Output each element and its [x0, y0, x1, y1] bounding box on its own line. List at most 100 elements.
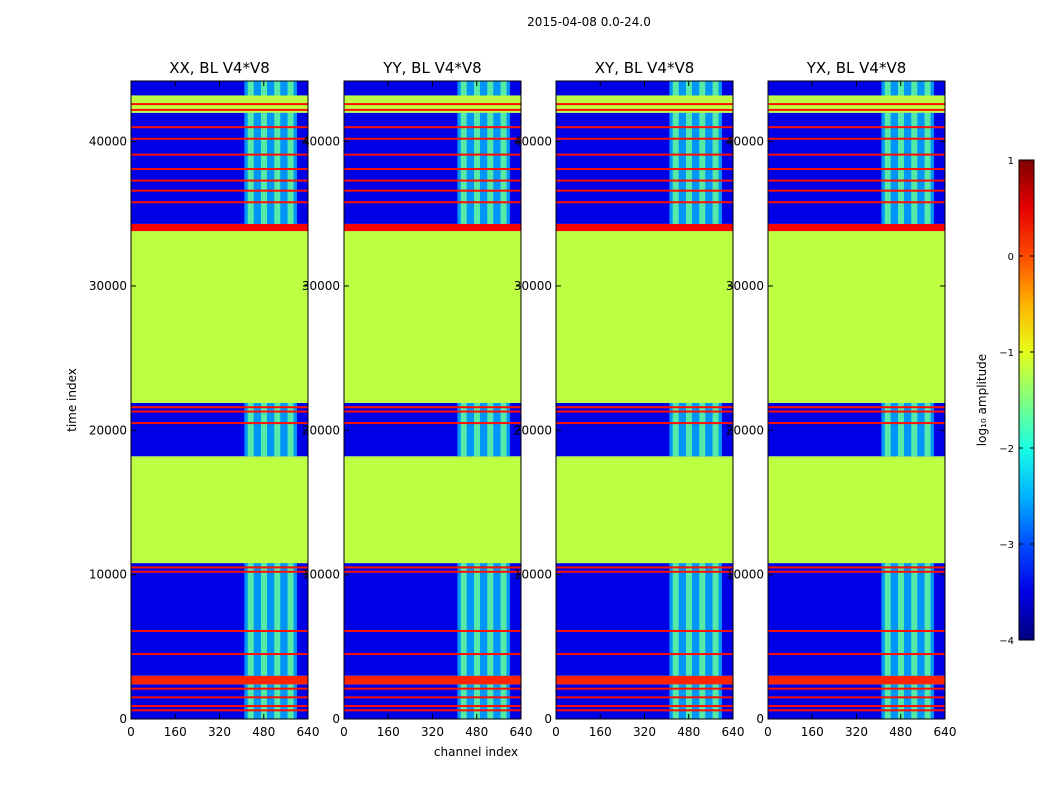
rfi-band — [669, 81, 722, 96]
rfi-stripe — [274, 81, 281, 96]
rfi-band — [881, 81, 934, 96]
flag-line — [344, 189, 521, 192]
flag-line — [768, 406, 945, 409]
panel-title: XY, BL V4*V8 — [595, 59, 695, 77]
flag-line — [768, 153, 945, 156]
flag-line — [768, 201, 945, 204]
rfi-stripe — [460, 402, 467, 457]
flag-line — [556, 696, 733, 699]
flag-line — [556, 566, 733, 569]
rfi-stripe — [247, 81, 254, 96]
flag-line — [131, 705, 308, 708]
panel-title: YY, BL V4*V8 — [382, 59, 481, 77]
rfi-stripe — [897, 684, 904, 719]
x-axis-label: channel index — [434, 745, 518, 759]
rfi-band — [457, 81, 510, 96]
y-tick-label: 0 — [119, 712, 127, 726]
y-tick-label: 30000 — [514, 279, 552, 293]
rfi-stripe — [884, 684, 891, 719]
rfi-stripe — [473, 563, 480, 676]
flag-line — [556, 103, 733, 106]
rfi-stripe — [897, 402, 904, 457]
time-block — [131, 231, 308, 403]
flag-line — [344, 137, 521, 140]
rfi-stripe — [500, 81, 507, 96]
x-tick-label: 0 — [764, 725, 772, 739]
rfi-stripe — [911, 563, 918, 676]
flag-line — [768, 179, 945, 182]
rfi-stripe — [247, 563, 254, 676]
flag-line — [131, 179, 308, 182]
flag-line — [344, 566, 521, 569]
rfi-stripe — [924, 563, 931, 676]
flag-line — [344, 653, 521, 656]
flag-line — [556, 406, 733, 409]
time-block — [768, 223, 945, 232]
flag-line — [768, 137, 945, 140]
flag-line — [131, 103, 308, 106]
rfi-stripe — [460, 81, 467, 96]
rfi-stripe — [699, 563, 706, 676]
flag-line — [131, 168, 308, 171]
rfi-stripe — [924, 402, 931, 457]
rfi-stripe — [911, 684, 918, 719]
time-block — [131, 456, 308, 564]
rfi-stripe — [672, 402, 679, 457]
x-tick-label: 640 — [297, 725, 320, 739]
flag-line — [768, 422, 945, 425]
flag-line — [556, 201, 733, 204]
flag-line — [768, 410, 945, 413]
x-tick-label: 320 — [208, 725, 231, 739]
flag-line — [131, 137, 308, 140]
flag-line — [556, 153, 733, 156]
x-tick-label: 160 — [801, 725, 824, 739]
flag-line — [344, 168, 521, 171]
flag-line — [344, 201, 521, 204]
flag-line — [131, 410, 308, 413]
rfi-stripe — [897, 81, 904, 96]
flag-line — [768, 126, 945, 129]
rfi-stripe — [712, 81, 719, 96]
flag-line — [768, 103, 945, 106]
time-block — [344, 223, 521, 232]
x-tick-label: 0 — [552, 725, 560, 739]
rfi-stripe — [699, 684, 706, 719]
rfi-stripe — [884, 81, 891, 96]
y-tick-label: 0 — [544, 712, 552, 726]
y-tick-label: 20000 — [726, 423, 764, 437]
rfi-stripe — [911, 402, 918, 457]
rfi-stripe — [911, 81, 918, 96]
flag-line — [344, 126, 521, 129]
rfi-stripe — [712, 563, 719, 676]
figure-title: 2015-04-08 0.0-24.0 — [527, 15, 651, 29]
rfi-stripe — [699, 402, 706, 457]
panel-1: XX, BL V4*V8 0 160 320 480 640 0 10000 20000 3000… — [89, 59, 320, 739]
flag-line — [131, 153, 308, 156]
flag-line — [556, 108, 733, 111]
rfi-stripe — [460, 684, 467, 719]
flag-line — [344, 570, 521, 573]
rfi-stripe — [473, 402, 480, 457]
panel-4: YX, BL V4*V8 0 160 320 480 640 0 10000 20000 3000… — [726, 59, 957, 739]
rfi-stripe — [473, 684, 480, 719]
time-block — [768, 456, 945, 564]
flag-line — [768, 189, 945, 192]
flag-line — [344, 629, 521, 632]
rfi-stripe — [672, 684, 679, 719]
y-tick-label: 30000 — [89, 279, 127, 293]
flag-line — [344, 709, 521, 712]
x-tick-label: 640 — [722, 725, 745, 739]
panel-title: YX, BL V4*V8 — [806, 59, 907, 77]
flag-line — [556, 126, 733, 129]
flag-line — [131, 629, 308, 632]
x-tick-label: 0 — [340, 725, 348, 739]
flag-line — [131, 696, 308, 699]
rfi-stripe — [260, 563, 267, 676]
time-block — [556, 675, 733, 685]
flag-line — [344, 108, 521, 111]
x-tick-label: 480 — [252, 725, 275, 739]
y-tick-label: 20000 — [89, 423, 127, 437]
rfi-stripe — [287, 402, 294, 457]
y-tick-label: 40000 — [726, 135, 764, 149]
